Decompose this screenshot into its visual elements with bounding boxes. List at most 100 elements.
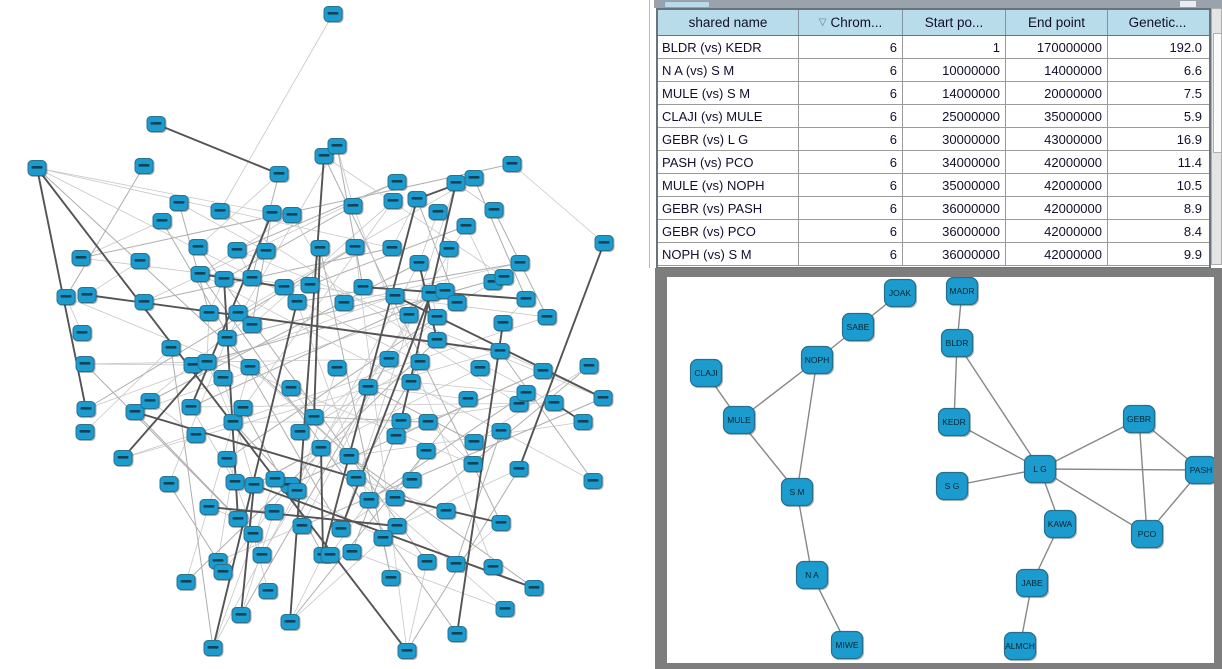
network-node[interactable]	[227, 242, 247, 258]
network-node[interactable]	[417, 554, 437, 570]
network-node[interactable]	[579, 358, 599, 374]
table-cell[interactable]: MULE (vs) S M	[658, 82, 799, 104]
column-header-end-point[interactable]: End point	[1006, 10, 1108, 35]
network-node-s-m[interactable]: S M	[780, 477, 814, 507]
network-node[interactable]	[359, 492, 379, 508]
network-node-joak[interactable]: JOAK	[883, 278, 917, 308]
network-node[interactable]	[199, 305, 219, 321]
network-node[interactable]	[113, 450, 133, 466]
table-cell[interactable]: BLDR (vs) KEDR	[658, 36, 799, 58]
table-cell[interactable]: 10.5	[1176, 177, 1202, 193]
column-header-shared-name[interactable]: shared name	[658, 10, 799, 35]
network-node[interactable]	[256, 243, 276, 259]
network-node[interactable]	[342, 544, 362, 560]
network-node[interactable]	[287, 483, 307, 499]
network-node-l-g[interactable]: L G	[1023, 454, 1057, 484]
table-cell[interactable]: 10000000	[903, 59, 1006, 81]
network-edge[interactable]	[251, 212, 273, 326]
network-edge[interactable]	[1039, 468, 1202, 471]
network-node-claji[interactable]: CLAJI	[689, 358, 723, 388]
filter-icon[interactable]: ▽	[818, 16, 827, 28]
network-edge[interactable]	[149, 262, 420, 402]
network-edge[interactable]	[456, 322, 504, 635]
network-edge[interactable]	[84, 358, 390, 365]
network-node[interactable]	[75, 424, 95, 440]
network-node[interactable]	[593, 390, 613, 406]
scrollbar-thumb[interactable]	[1213, 33, 1222, 153]
network-node[interactable]	[190, 266, 210, 282]
network-node[interactable]	[292, 518, 312, 534]
table-cell[interactable]: 42000000	[1006, 220, 1108, 242]
network-node[interactable]	[458, 391, 478, 407]
table-vertical-scrollbar[interactable]	[1211, 8, 1222, 265]
network-edge[interactable]	[396, 468, 520, 527]
network-node[interactable]	[327, 360, 347, 376]
network-node[interactable]	[409, 255, 429, 271]
table-cell[interactable]: 1	[903, 36, 1006, 58]
network-node[interactable]	[77, 287, 97, 303]
network-node[interactable]	[495, 601, 515, 617]
network-edge[interactable]	[240, 484, 255, 616]
network-node[interactable]	[125, 404, 145, 420]
network-node-pco[interactable]: PCO	[1130, 519, 1164, 549]
network-edge[interactable]	[170, 347, 214, 649]
network-node[interactable]	[383, 193, 403, 209]
network-edge[interactable]	[178, 202, 210, 314]
network-edge[interactable]	[223, 205, 354, 280]
network-node[interactable]	[410, 354, 430, 370]
network-node[interactable]	[223, 414, 243, 430]
network-edge[interactable]	[323, 155, 505, 278]
table-cell[interactable]: 8.4	[1183, 223, 1202, 239]
table-cell[interactable]: 35000000	[903, 174, 1006, 196]
network-node[interactable]	[353, 279, 373, 295]
network-node[interactable]	[327, 138, 347, 154]
network-node[interactable]	[240, 359, 260, 375]
network-node[interactable]	[71, 250, 91, 266]
table-cell[interactable]: 6.6	[1183, 62, 1202, 78]
network-edge[interactable]	[289, 554, 324, 623]
network-edge[interactable]	[84, 363, 194, 366]
network-edge[interactable]	[956, 342, 1041, 470]
network-edge[interactable]	[122, 361, 208, 459]
network-edge[interactable]	[240, 511, 275, 616]
network-node[interactable]	[320, 547, 340, 563]
network-edge[interactable]	[336, 145, 354, 207]
network-node[interactable]	[269, 166, 289, 182]
network-edge[interactable]	[84, 347, 172, 433]
column-header-chromosome[interactable]: ▽ Chrom...	[799, 10, 903, 35]
network-edge[interactable]	[84, 363, 239, 520]
network-edge[interactable]	[296, 367, 338, 492]
table-cell[interactable]: 34000000	[903, 151, 1006, 173]
network-node-miwe[interactable]: MIWE	[830, 630, 864, 660]
network-node[interactable]	[134, 294, 154, 310]
network-edge[interactable]	[410, 381, 527, 394]
network-node[interactable]	[242, 317, 262, 333]
network-node[interactable]	[281, 380, 301, 396]
network-node[interactable]	[243, 526, 263, 542]
network-node[interactable]	[282, 207, 302, 223]
network-edge[interactable]	[212, 301, 298, 649]
network-node[interactable]	[456, 218, 476, 234]
table-cell[interactable]: 42000000	[1006, 174, 1108, 196]
network-edge[interactable]	[320, 447, 324, 556]
network-edge[interactable]	[465, 225, 494, 283]
network-node-madr[interactable]: MADR	[945, 277, 979, 306]
network-node[interactable]	[300, 277, 320, 293]
network-node[interactable]	[345, 239, 365, 255]
network-node[interactable]	[228, 305, 248, 321]
table-cell[interactable]: 11.4	[1177, 154, 1202, 170]
table-cell[interactable]: 25000000	[903, 105, 1006, 127]
table-cell[interactable]: GEBR (vs) PASH	[658, 197, 799, 219]
network-node[interactable]	[502, 156, 522, 172]
table-cell[interactable]: 16.9	[1176, 131, 1202, 147]
network-node[interactable]	[594, 235, 614, 251]
network-node[interactable]	[214, 271, 234, 287]
table-cell[interactable]: 14000000	[903, 82, 1006, 104]
network-node[interactable]	[210, 203, 230, 219]
network-node[interactable]	[311, 440, 331, 456]
table-row[interactable]: GEBR (vs) PCO 6 36000000 42000000 8.4	[658, 220, 1209, 243]
network-node[interactable]	[217, 330, 237, 346]
network-node[interactable]	[494, 269, 514, 285]
network-node[interactable]	[161, 340, 181, 356]
network-node[interactable]	[490, 343, 510, 359]
